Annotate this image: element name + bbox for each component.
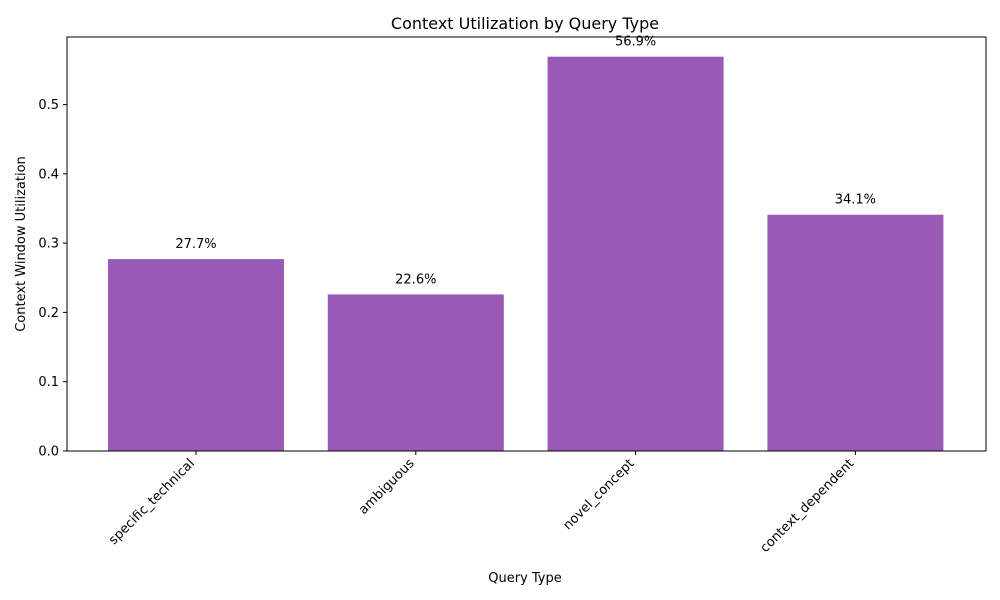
y-tick-label: 0.5	[38, 98, 59, 113]
x-tick-label-novel-concept: novel_concept	[560, 456, 637, 533]
y-tick-label: 0.3	[38, 237, 59, 252]
x-axis-ticks: specific_technical ambiguous novel_concept…	[106, 451, 857, 556]
data-label-novel-concept: 56.9%	[615, 35, 656, 50]
x-tick-label-specific-technical: specific_technical	[106, 456, 198, 548]
y-tick-label: 0.4	[38, 167, 59, 182]
y-axis-ticks: 0.0 0.1 0.2 0.3 0.4 0.5	[38, 98, 67, 460]
chart-title: Context Utilization by Query Type	[391, 14, 659, 33]
bar-specific-technical	[108, 259, 284, 451]
data-label-ambiguous: 22.6%	[395, 272, 436, 287]
y-tick-label: 0.0	[38, 445, 59, 460]
y-axis-label: Context Window Utilization	[14, 156, 29, 332]
y-tick-label: 0.1	[38, 375, 59, 390]
data-labels-layer: 27.7% 22.6% 56.9% 34.1%	[175, 35, 876, 288]
y-tick-label: 0.2	[38, 306, 59, 321]
data-label-specific-technical: 27.7%	[175, 237, 216, 252]
x-tick-label-context-dependent: context_dependent	[758, 456, 858, 556]
bar-novel-concept	[547, 56, 724, 451]
bar-context-dependent	[767, 214, 944, 451]
bar-ambiguous	[327, 294, 504, 451]
data-label-context-dependent: 34.1%	[835, 193, 876, 208]
x-axis-label: Query Type	[488, 571, 562, 586]
bars-layer	[108, 56, 944, 451]
x-tick-label-ambiguous: ambiguous	[356, 456, 418, 518]
plot-frame	[66, 36, 987, 452]
